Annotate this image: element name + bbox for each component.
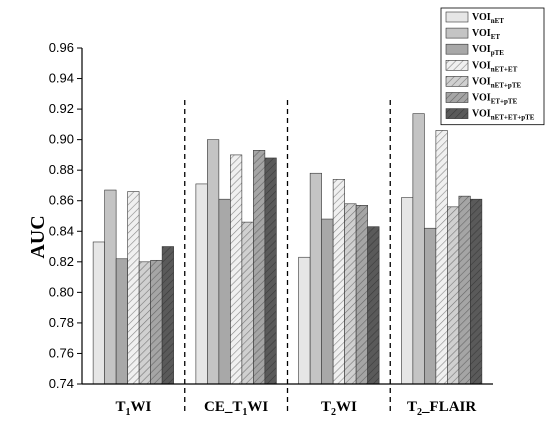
bar-VOIET+pTE-2 — [355, 205, 368, 385]
y-tick-label: 0.92 — [49, 101, 74, 116]
bar-VOInET+ET-0 — [127, 191, 140, 385]
bar-VOInET+ET+pTE-3 — [470, 198, 483, 385]
group-separators — [184, 100, 391, 412]
x-category-label: CE_T1WI — [204, 399, 268, 418]
bar-VOIpTE-0 — [115, 258, 128, 385]
bar-VOIET+pTE-0 — [150, 259, 163, 385]
bar-VOInET-3 — [401, 197, 414, 385]
legend-swatch — [445, 43, 469, 55]
bar-VOIET-3 — [412, 113, 425, 385]
bar-VOIET-0 — [104, 189, 117, 385]
legend-swatch — [445, 92, 469, 103]
bar-VOIpTE-3 — [424, 227, 437, 385]
y-axis-ticks: 0.74 0.76 0.78 0.80 0.82 0.84 0.86 0.88 0.90 0.92… — [49, 40, 82, 391]
bar-VOInET+ET-2 — [332, 179, 345, 385]
y-tick-label: 0.80 — [49, 284, 74, 299]
legend-swatch — [445, 76, 469, 87]
x-category-label: T1WI — [115, 399, 151, 418]
legend-entry: VOIET — [472, 28, 500, 41]
legend-entry: VOIpTE — [472, 44, 504, 57]
legend-entry: VOInET+ET — [472, 60, 518, 73]
legend: VOInET VOIET VOIpTE VOInET+ET VOInET+pTE VOIE… — [440, 7, 545, 126]
y-tick-label: 0.86 — [49, 193, 74, 208]
x-category-label: T2_FLAIR — [407, 399, 476, 418]
y-tick-label: 0.78 — [49, 315, 74, 330]
legend-swatch — [445, 108, 469, 119]
bar-VOInET+ET+pTE-0 — [161, 246, 174, 385]
bar-VOIpTE-2 — [321, 218, 334, 385]
bar-VOInET+pTE-3 — [447, 206, 460, 385]
bar-VOInET+pTE-1 — [241, 221, 254, 385]
bar-VOIET-1 — [207, 139, 220, 385]
bar-VOIET+pTE-1 — [253, 150, 266, 385]
y-tick-label: 0.74 — [49, 376, 74, 391]
y-tick-label: 0.84 — [49, 223, 74, 238]
legend-entry: VOInET — [472, 12, 504, 25]
legend-swatch — [445, 27, 469, 39]
y-tick-label: 0.94 — [49, 71, 74, 86]
y-tick-label: 0.76 — [49, 345, 74, 360]
bar-VOIET-2 — [309, 172, 322, 385]
bar-VOIpTE-1 — [218, 198, 231, 385]
x-category-label: T2WI — [321, 399, 357, 418]
legend-entry: VOInET+ET+pTE — [472, 109, 535, 122]
legend-swatch — [445, 11, 469, 23]
bar-VOInET-1 — [195, 183, 208, 385]
bar-VOIET+pTE-3 — [458, 195, 471, 385]
legend-entry: VOIET+pTE — [472, 93, 518, 106]
x-axis-labels: T1WI CE_T1WI T2WI T2_FLAIR — [115, 399, 476, 418]
legend-swatch — [445, 59, 469, 71]
bar-VOInET+ET+pTE-1 — [264, 157, 277, 385]
y-axis-title: AUC — [27, 215, 49, 258]
bar-VOInET-0 — [92, 241, 105, 385]
y-tick-label: 0.96 — [49, 40, 74, 55]
bar-VOInET+pTE-2 — [344, 203, 357, 385]
bar-VOInET-2 — [298, 256, 311, 385]
y-tick-label: 0.82 — [49, 254, 74, 269]
bar-VOInET+ET-3 — [435, 130, 448, 385]
bar-VOInET+pTE-0 — [138, 261, 151, 385]
bar-VOInET+ET+pTE-2 — [367, 226, 380, 385]
bar-VOInET+ET-1 — [230, 154, 243, 385]
y-tick-label: 0.90 — [49, 132, 74, 147]
axes — [81, 48, 493, 385]
legend-entry: VOInET+pTE — [472, 76, 521, 89]
y-tick-label: 0.88 — [49, 162, 74, 177]
